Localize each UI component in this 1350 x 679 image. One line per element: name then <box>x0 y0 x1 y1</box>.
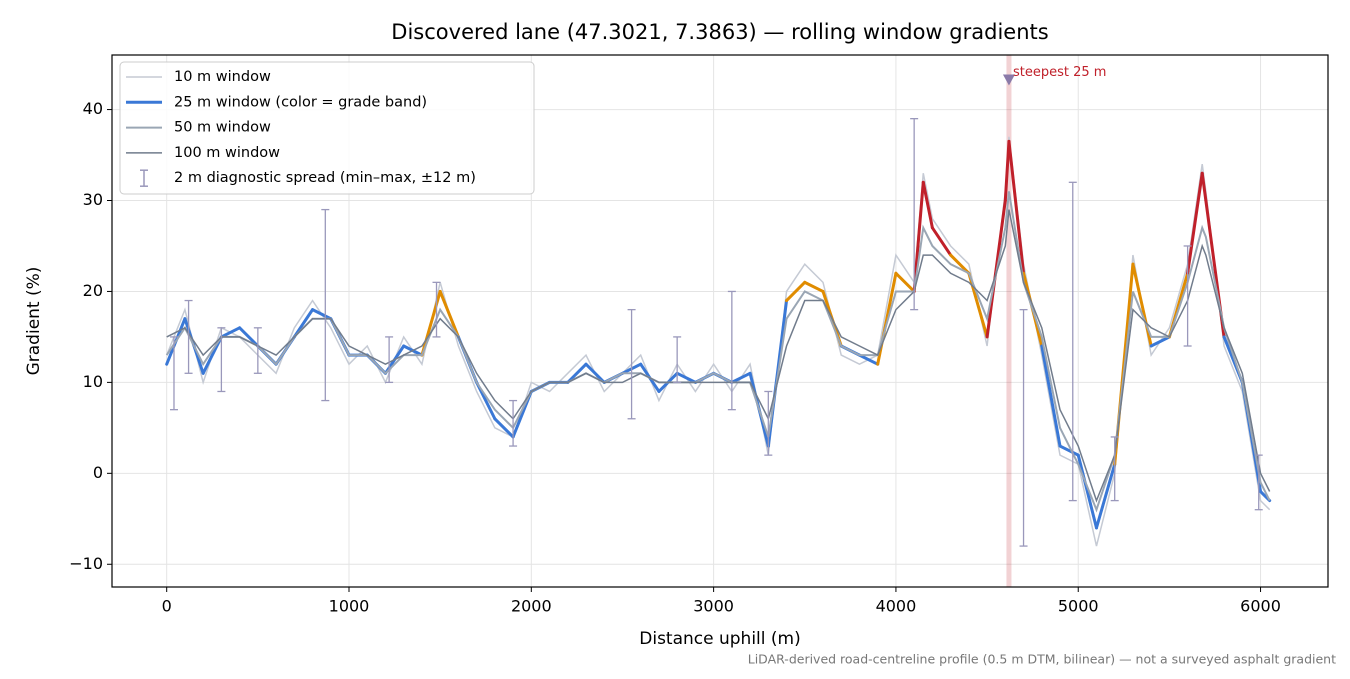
line-segment <box>949 253 971 275</box>
legend-label: 100 m window <box>174 145 280 161</box>
line-segment <box>1149 335 1171 348</box>
series-line <box>165 191 1271 513</box>
legend-box <box>119 61 535 195</box>
line-segment <box>921 180 934 230</box>
x-tick-label: 0 <box>162 597 172 616</box>
series-line <box>166 209 1271 503</box>
legend-label: 50 m window <box>174 120 271 136</box>
line-segment <box>493 417 515 439</box>
plot-frame <box>111 54 1329 588</box>
chart-title: Discovered lane (47.3021, 7.3863) — roll… <box>391 20 1048 44</box>
line-segment <box>912 180 925 293</box>
legend: 10 m window 25 m window (color = grade ba… <box>119 61 535 195</box>
line-segment <box>438 289 460 339</box>
x-tick-label: 3000 <box>693 597 734 616</box>
annotation-marker <box>1002 74 1015 86</box>
line-segment <box>1186 171 1204 275</box>
x-tick-label: 1000 <box>329 597 370 616</box>
legend-label: 2 m diagnostic spread (min–max, ±12 m) <box>174 170 476 186</box>
plot <box>165 55 1272 587</box>
line-segment <box>1131 262 1153 348</box>
line-segment <box>1058 444 1080 457</box>
y-tick-label: 40 <box>83 99 103 118</box>
y-tick-label: 20 <box>83 281 103 300</box>
footnote: LiDAR-derived road-centreline profile (0… <box>748 652 1336 667</box>
annotation-band <box>1006 55 1012 587</box>
line-segment <box>1076 453 1098 530</box>
x-tick-label: 4000 <box>876 597 917 616</box>
line-segment <box>857 353 880 366</box>
line-segment <box>785 280 807 303</box>
line-segment <box>238 326 260 348</box>
legend-label: 10 m window <box>174 69 271 85</box>
line-segment <box>967 271 989 339</box>
line-segment <box>1003 139 1011 203</box>
y-axis-label: Gradient (%) <box>24 267 44 376</box>
line-segment <box>1200 171 1208 203</box>
line-segment <box>1040 344 1062 448</box>
line-segment <box>730 371 752 384</box>
x-tick-label: 5000 <box>1058 597 1099 616</box>
line-segment <box>566 362 588 384</box>
line-segment <box>930 226 953 257</box>
y-tick-label: 30 <box>83 190 103 209</box>
y-tick-label: −10 <box>69 554 103 573</box>
x-tick-label: 6000 <box>1240 597 1281 616</box>
line-segment <box>292 308 315 339</box>
annotation-text: steepest 25 m <box>1013 65 1106 80</box>
line-segment <box>1094 462 1117 530</box>
line-segment <box>219 326 242 339</box>
line-segment <box>584 362 606 384</box>
line-segment <box>1007 139 1026 275</box>
x-axis-label: Distance uphill (m) <box>639 629 800 649</box>
line-segment <box>894 271 916 293</box>
line-segment <box>311 308 333 321</box>
line-segment <box>675 371 697 384</box>
x-tick-label: 2000 <box>511 597 552 616</box>
line-segment <box>876 271 898 366</box>
y-tick-label: 0 <box>93 463 103 482</box>
line-segment <box>803 280 825 293</box>
y-tick-label: 10 <box>83 372 103 391</box>
legend-label: 25 m window (color = grade band) <box>174 94 427 110</box>
